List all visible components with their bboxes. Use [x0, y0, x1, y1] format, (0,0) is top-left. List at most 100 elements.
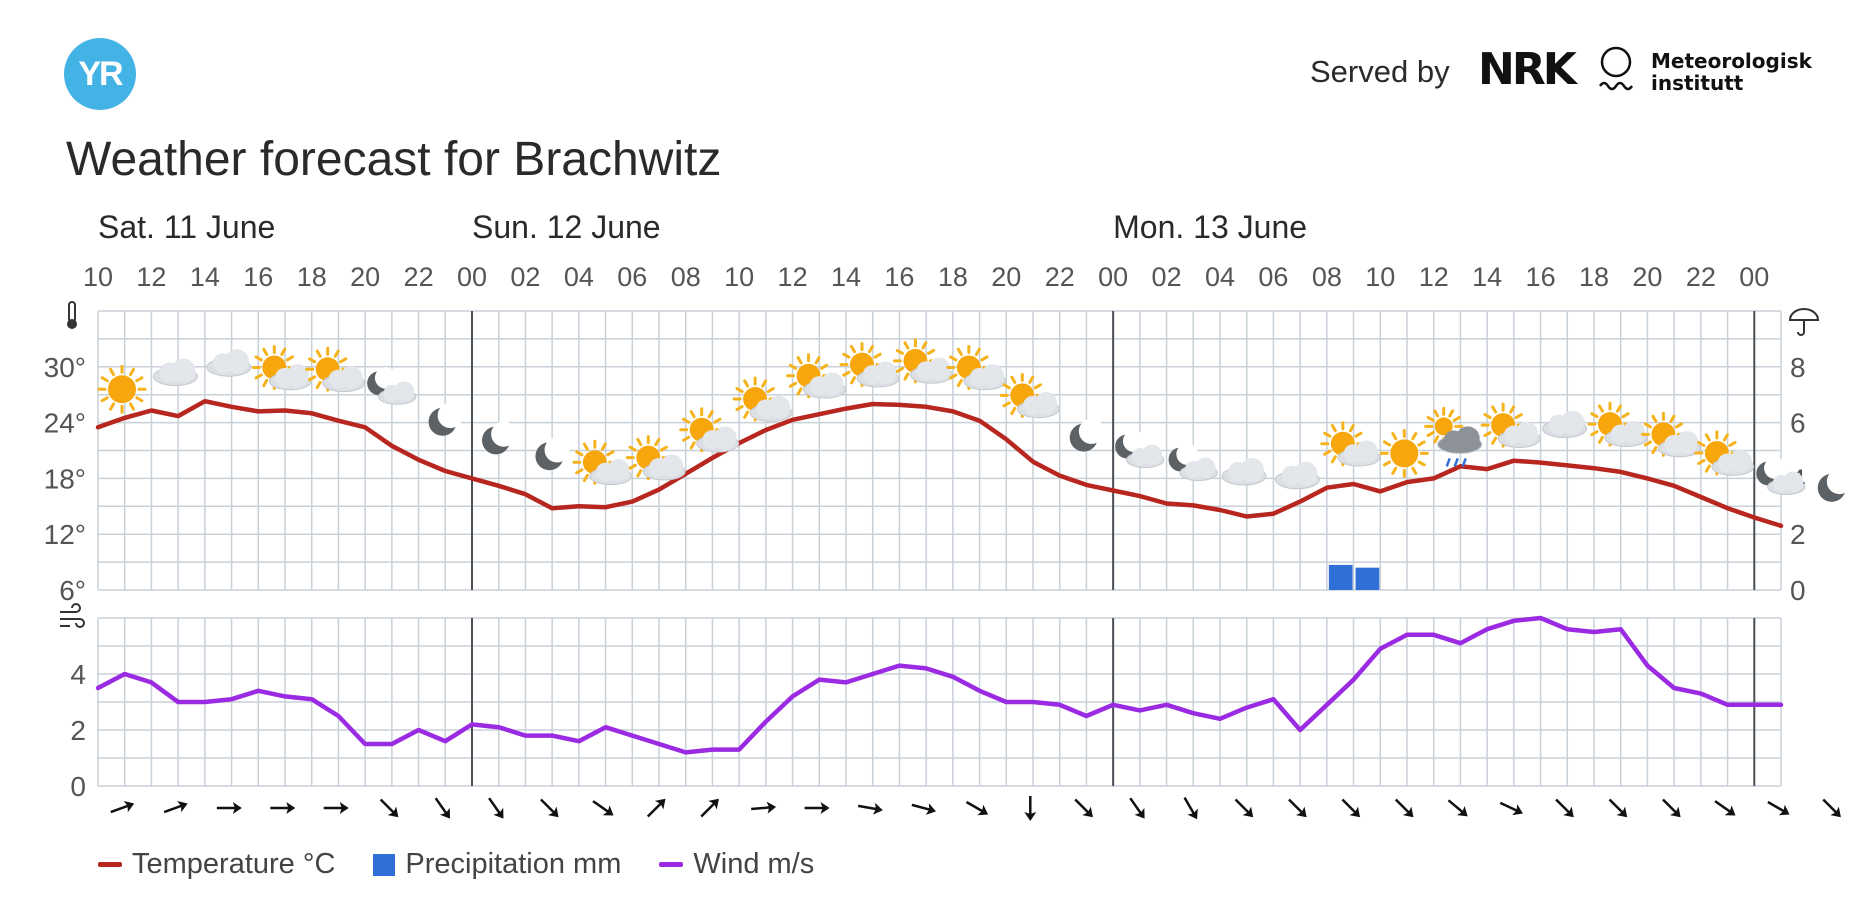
sun-ray	[1002, 383, 1011, 390]
wind-arrow-head	[286, 802, 296, 814]
rain-drop	[1453, 457, 1459, 467]
sun-ray	[1514, 413, 1523, 420]
sun-ray	[100, 376, 109, 383]
cloud-puff	[339, 366, 363, 389]
sun-ray	[949, 373, 958, 380]
x-tick-label: 14	[190, 262, 220, 292]
x-tick-label: 14	[831, 262, 861, 292]
sun-cloud-weather-icon	[1480, 402, 1541, 448]
wind-arrow	[804, 802, 830, 814]
cloud-puff	[1729, 449, 1752, 473]
moon-shadow	[374, 367, 397, 389]
cloud-weather-icon	[152, 358, 198, 387]
wind-arrow-head	[387, 806, 399, 818]
sun-ray	[689, 441, 696, 450]
sun-ray	[1728, 441, 1737, 447]
sun-disc	[1434, 417, 1453, 436]
moon-weather-icon	[535, 437, 570, 471]
sun-ray	[129, 367, 135, 377]
temp-axis-label: 24°	[44, 408, 86, 439]
sun-ray	[868, 344, 874, 354]
moon-shadow	[1764, 457, 1786, 479]
sun-ray	[735, 405, 744, 412]
wind-arrow-head	[1616, 806, 1628, 818]
cloud-weather-icon	[1274, 461, 1320, 490]
sun-ray	[796, 356, 803, 365]
temp-axis-label: 12°	[44, 519, 86, 550]
cloud-weather-icon	[206, 349, 252, 377]
met-institute-name[interactable]: Meteorologisk institutt	[1651, 50, 1812, 94]
sun-ray	[974, 347, 981, 356]
wind-arrow-head	[1134, 807, 1145, 819]
wind-arrow	[540, 798, 559, 818]
moon-weather-icon	[482, 421, 517, 455]
cloud-puff	[927, 357, 951, 381]
wind-arrow-head	[1456, 805, 1468, 817]
x-tick-label: 02	[510, 262, 540, 292]
x-tick-label: 22	[404, 262, 434, 292]
x-tick-label: 16	[243, 262, 273, 292]
sun-ray	[796, 387, 803, 396]
sun-ray	[262, 378, 269, 388]
sun-ray	[285, 355, 294, 362]
wind-arrow	[1714, 800, 1736, 816]
cloud-puff	[820, 372, 844, 396]
thermometer-icon	[67, 301, 77, 329]
legend-temperature: Temperature °C	[98, 848, 335, 881]
moon-cloud-weather-icon	[1168, 443, 1218, 482]
moon-weather-icon	[428, 402, 463, 436]
x-tick-label: 04	[564, 262, 594, 292]
sun-disc	[1390, 439, 1419, 468]
sun-cloud-weather-icon	[892, 338, 953, 384]
cloud-puff	[1355, 440, 1378, 464]
legend-wind-swatch	[659, 862, 684, 867]
sun-ray	[1323, 431, 1332, 438]
umbrella-canopy	[1788, 308, 1820, 321]
sun-ray	[1598, 404, 1604, 413]
wind-arrow	[379, 798, 399, 818]
moon-shadow	[1122, 430, 1145, 452]
sun-ray	[903, 341, 910, 350]
wind-arrow-head	[1512, 804, 1523, 816]
sun-ray	[689, 410, 696, 419]
sun-disc	[108, 375, 136, 404]
sun-ray	[582, 473, 589, 482]
moon-shadow	[1078, 418, 1105, 444]
cloud-puff	[1622, 420, 1645, 444]
sun-ray	[1598, 435, 1604, 444]
x-tick-label: 18	[297, 262, 327, 292]
sun-ray	[308, 357, 317, 364]
sun-ray	[921, 341, 928, 350]
wind-arrow	[1499, 801, 1523, 816]
wind-arrow-head	[602, 805, 614, 816]
yr-logo[interactable]: YR	[64, 38, 136, 110]
sun-ray	[1704, 464, 1711, 473]
wind-arrow-head	[872, 802, 883, 815]
cloud-puff	[607, 459, 630, 482]
met-institute-logo-icon	[1598, 46, 1634, 91]
sun-ray	[1330, 455, 1337, 464]
wind-arrow	[700, 798, 719, 818]
cloud-puff	[286, 364, 310, 387]
cloud-puff	[1141, 444, 1163, 465]
sun-ray	[575, 450, 584, 457]
wind-arrow-head	[123, 800, 135, 813]
wind-arrow	[1024, 796, 1037, 821]
nrk-logo[interactable]: NRK	[1478, 44, 1577, 95]
cloud-puff	[660, 454, 684, 478]
cloud-puff	[1240, 458, 1264, 483]
temp-axis-label: 30°	[44, 352, 86, 383]
chart-legend: Temperature °C Precipitation mm Wind m/s	[98, 848, 814, 881]
umbrella-handle	[1797, 320, 1805, 336]
sun-ray	[761, 379, 768, 388]
wind-arrow-head	[232, 802, 242, 814]
temperature-line	[95, 398, 1784, 529]
wind-arrow	[857, 802, 883, 815]
wind-icon-path	[60, 603, 85, 628]
sun-ray	[1323, 449, 1332, 456]
wind-arrow-head	[1830, 806, 1841, 818]
wind-arrow	[270, 802, 296, 814]
wind-arrow-head	[493, 807, 504, 819]
x-tick-label: 10	[83, 262, 113, 292]
wind-axis-label: 4	[70, 659, 86, 690]
